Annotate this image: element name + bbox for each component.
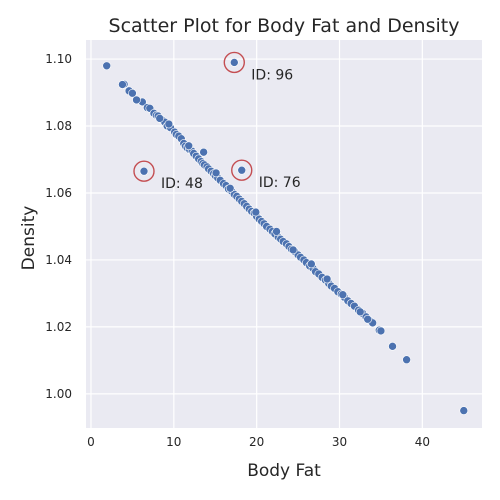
data-point [128, 88, 137, 98]
data-point [355, 307, 365, 317]
data-point [229, 58, 239, 67]
data-point [199, 147, 208, 157]
annotation-label: ID: 96 [251, 67, 293, 83]
data-point [363, 314, 372, 324]
x-tick-label: 0 [87, 435, 95, 449]
y-tick-label: 1.02 [45, 320, 72, 334]
data-point [184, 141, 194, 151]
highlight-ring [223, 51, 245, 74]
data-point [237, 165, 247, 175]
data-point [132, 95, 141, 105]
data-point [288, 245, 298, 255]
chart-title: Scatter Plot for Body Fat and Density [109, 15, 460, 37]
data-point [338, 290, 348, 300]
data-point [388, 342, 397, 351]
x-tick-label: 30 [332, 435, 347, 449]
grid-layer [86, 40, 482, 428]
data-point [376, 326, 386, 336]
highlight-ring [133, 160, 155, 182]
points-layer [102, 58, 469, 415]
annotation-label: ID: 76 [259, 175, 301, 191]
x-axis-label: Body Fat [247, 461, 321, 481]
x-tick-label: 10 [166, 435, 181, 449]
x-tick-labels: 0 10 20 30 40 [87, 435, 430, 449]
y-tick-label: 1.10 [45, 52, 72, 66]
y-axis-label: Density [19, 206, 39, 271]
y-tick-label: 1.00 [45, 387, 72, 401]
data-point [272, 227, 281, 236]
y-tick-label: 1.08 [45, 119, 72, 133]
annotations-layer: ID: 96 ID: 48 ID: 76 [133, 51, 301, 192]
data-point [322, 274, 332, 284]
data-point [402, 355, 411, 365]
y-tick-label: 1.06 [45, 186, 72, 200]
x-tick-label: 40 [415, 435, 430, 449]
data-point [225, 184, 235, 193]
data-point [155, 114, 165, 123]
data-point [251, 207, 261, 217]
annotation-label: ID: 48 [161, 176, 203, 192]
y-tick-labels: 1.00 1.02 1.04 1.06 1.08 1.10 [45, 52, 72, 401]
data-point [118, 80, 127, 89]
data-point [102, 61, 112, 71]
data-point [307, 259, 316, 269]
data-point [139, 166, 149, 176]
x-tick-label: 20 [249, 435, 264, 449]
data-point [164, 119, 174, 129]
highlight-ring [231, 159, 253, 181]
y-tick-label: 1.04 [45, 253, 72, 267]
data-point [459, 406, 469, 415]
data-point [211, 168, 221, 178]
